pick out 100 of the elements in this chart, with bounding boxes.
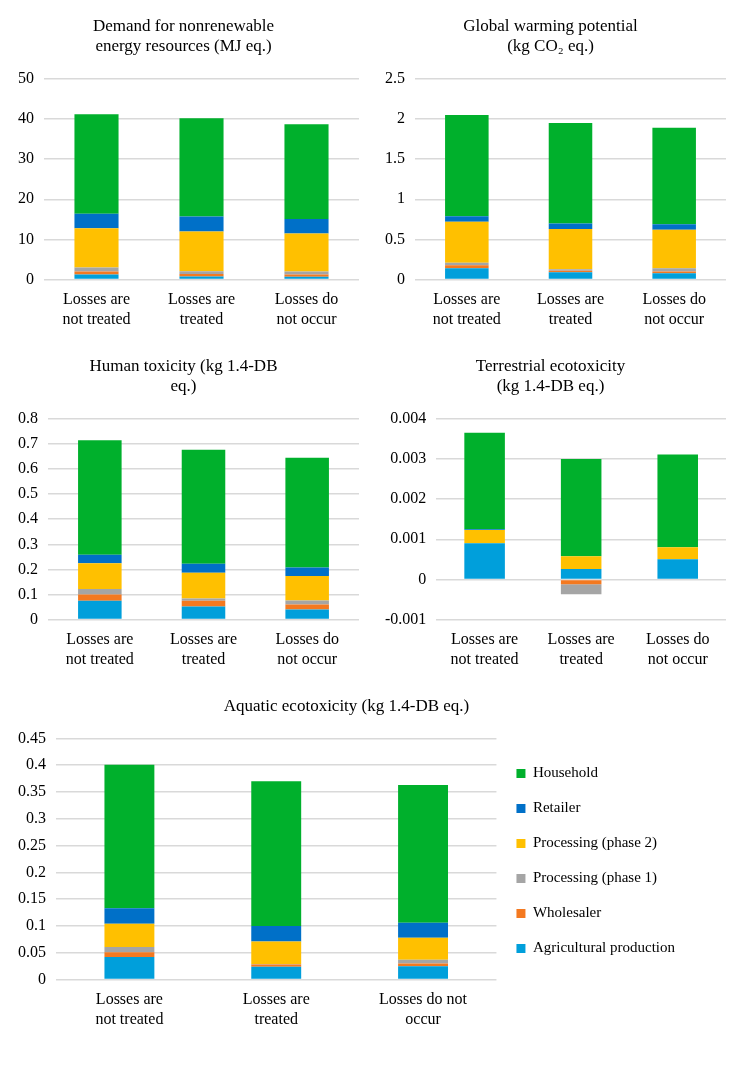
- legend-label: Wholesaler: [532, 904, 602, 921]
- legend-label: Retailer: [532, 799, 581, 816]
- bar: [284, 124, 329, 219]
- bar: [78, 588, 122, 595]
- bar: [464, 543, 505, 579]
- y-tick-label: 2.5: [385, 69, 405, 86]
- x-tick-label: Losses do not occur: [379, 990, 468, 1027]
- y-tick-label: 20: [18, 189, 34, 207]
- bar: [78, 554, 122, 564]
- x-tick-label: Losses are treated: [547, 630, 615, 667]
- bar: [560, 556, 602, 569]
- bar: [285, 604, 329, 610]
- chart-title: Terrestrial ecotoxicity (kg 1.4-DB eq.): [475, 355, 626, 396]
- y-tick-label: 0.3: [18, 534, 38, 552]
- y-tick-label: 0.25: [18, 835, 46, 853]
- bar: [181, 606, 226, 619]
- bar: [78, 440, 122, 555]
- bar: [464, 530, 505, 544]
- bar: [548, 272, 593, 279]
- y-tick-label: 0.1: [18, 584, 38, 602]
- y-tick-label: 0.004: [390, 409, 427, 426]
- chart-title: Aquatic ecotoxicity (kg 1.4-DB eq.): [223, 695, 470, 715]
- bar: [560, 580, 602, 585]
- bar: [398, 785, 448, 923]
- bar: [560, 584, 602, 595]
- bar: [104, 764, 155, 909]
- y-tick-label: 0.003: [390, 449, 427, 467]
- bar: [548, 229, 593, 270]
- y-tick-label: 0.8: [18, 409, 38, 426]
- bar: [657, 559, 698, 579]
- legend-label: Processing (phase 2): [532, 834, 658, 852]
- y-tick-label: -0.001: [385, 609, 427, 627]
- bar: [74, 274, 119, 279]
- y-tick-label: 2: [397, 109, 405, 127]
- bar: [652, 273, 696, 279]
- bar: [285, 457, 329, 568]
- y-tick-label: 0: [30, 609, 38, 627]
- bar: [104, 946, 155, 953]
- y-tick-label: 10: [18, 229, 34, 247]
- y-tick-label: 0: [38, 969, 46, 987]
- bar: [78, 594, 122, 601]
- bar: [657, 547, 698, 560]
- bar: [548, 223, 593, 229]
- x-tick-label: Losses are treated: [536, 290, 605, 327]
- bar: [78, 600, 122, 619]
- y-tick-label: 50: [18, 69, 34, 86]
- bar: [181, 572, 226, 599]
- bar: [284, 233, 329, 272]
- bar: [560, 569, 602, 579]
- bar: [464, 432, 505, 530]
- bar: [251, 926, 302, 942]
- bar: [74, 228, 119, 268]
- bar: [285, 600, 329, 605]
- bar: [652, 127, 696, 225]
- y-tick-label: 0: [26, 269, 34, 287]
- y-tick-label: 0.3: [26, 809, 46, 826]
- bar: [179, 118, 224, 217]
- chart-title: Global warming potential (kg CO₂ eq.): [463, 15, 639, 56]
- y-tick-label: 40: [18, 109, 34, 127]
- bar: [251, 781, 302, 926]
- bar: [74, 267, 119, 272]
- y-tick-label: 1.5: [385, 149, 405, 167]
- x-tick-label: Losses do not occur: [642, 290, 706, 327]
- legend-label: Agricultural production: [532, 939, 676, 956]
- y-tick-label: 0: [397, 269, 405, 287]
- y-tick-label: 0.001: [390, 529, 427, 547]
- bar: [285, 567, 329, 576]
- y-tick-label: 0.2: [18, 559, 38, 577]
- legend-label: Processing (phase 1): [532, 869, 658, 887]
- x-tick-label: Losses do not occur: [274, 290, 339, 327]
- legend-label: Household: [532, 764, 599, 781]
- bar: [78, 563, 122, 589]
- bar: [74, 213, 119, 229]
- y-tick-label: 0.45: [18, 728, 46, 746]
- y-tick-label: 0.4: [26, 755, 46, 773]
- x-tick-label: Losses are not treated: [65, 630, 134, 667]
- bar: [179, 231, 224, 272]
- bar: [104, 923, 155, 947]
- bar: [445, 216, 489, 222]
- bar: [104, 908, 155, 924]
- y-tick-label: 30: [18, 149, 34, 167]
- bar: [560, 458, 602, 557]
- bar: [285, 609, 329, 619]
- x-tick-label: Losses are not treated: [95, 990, 164, 1027]
- y-tick-label: 0.35: [18, 782, 46, 800]
- y-tick-label: 0.4: [18, 509, 38, 527]
- bar: [652, 224, 696, 230]
- x-tick-label: Losses do not occur: [645, 630, 710, 667]
- bar: [104, 952, 155, 958]
- bar: [445, 221, 489, 263]
- bar: [251, 941, 302, 965]
- x-tick-label: Losses do not occur: [275, 630, 339, 667]
- bar: [285, 575, 329, 601]
- bar: [398, 922, 448, 938]
- x-tick-label: Losses are treated: [169, 630, 238, 667]
- y-tick-label: 0.1: [26, 916, 46, 934]
- bar: [445, 268, 489, 279]
- bar: [398, 937, 448, 960]
- bar: [251, 966, 302, 979]
- bar: [179, 216, 224, 232]
